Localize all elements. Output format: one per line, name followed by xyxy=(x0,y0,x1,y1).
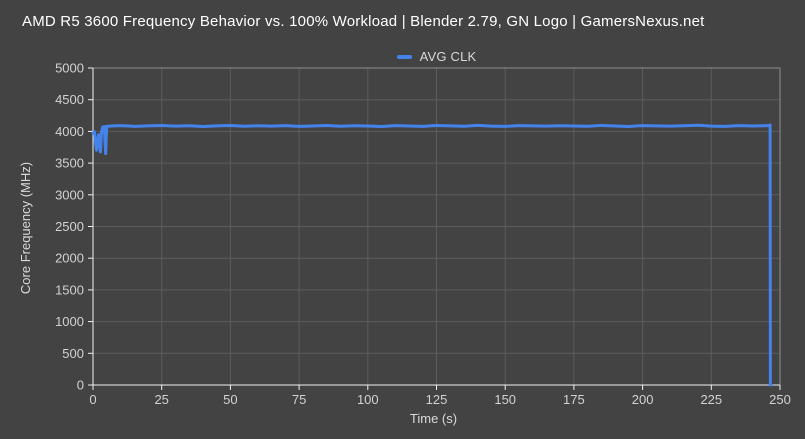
x-tick-label: 225 xyxy=(700,392,722,407)
legend: AVG CLK xyxy=(93,49,780,64)
y-tick-label: 3500 xyxy=(55,156,84,171)
y-tick-label: 0 xyxy=(77,378,84,393)
x-tick-label: 125 xyxy=(426,392,448,407)
x-tick-label: 175 xyxy=(563,392,585,407)
chart-title: AMD R5 3600 Frequency Behavior vs. 100% … xyxy=(22,13,705,30)
x-tick-label: 75 xyxy=(292,392,306,407)
x-axis-title: Time (s) xyxy=(410,411,457,426)
y-tick-label: 5000 xyxy=(55,61,84,76)
x-tick-label: 200 xyxy=(632,392,654,407)
x-tick-label: 100 xyxy=(357,392,379,407)
legend-label: AVG CLK xyxy=(419,49,477,64)
y-axis-title: Core Frequency (MHz) xyxy=(18,162,33,294)
y-tick-label: 4000 xyxy=(55,124,84,139)
y-tick-label: 2000 xyxy=(55,251,84,266)
legend-line-swatch xyxy=(396,54,412,59)
y-tick-label: 3000 xyxy=(55,187,84,202)
x-tick-label: 150 xyxy=(494,392,516,407)
series-line-avg-clk xyxy=(91,123,773,387)
y-tick-label: 4500 xyxy=(55,92,84,107)
y-tick-label: 1500 xyxy=(55,282,84,297)
y-tick-label: 500 xyxy=(62,346,84,361)
x-tick-label: 25 xyxy=(154,392,168,407)
y-tick-label: 2500 xyxy=(55,219,84,234)
x-tick-label: 50 xyxy=(223,392,237,407)
x-tick-label: 250 xyxy=(769,392,791,407)
y-tick-label: 1000 xyxy=(55,314,84,329)
x-tick-label: 0 xyxy=(89,392,96,407)
